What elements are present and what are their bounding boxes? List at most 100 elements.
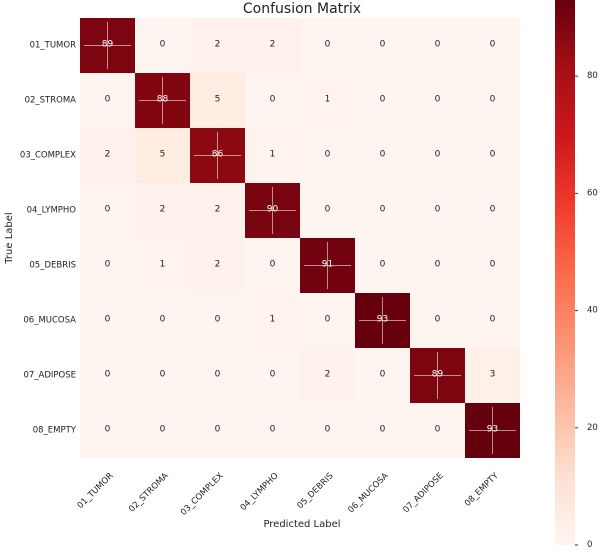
- colorbar-tick-label: 80: [587, 71, 598, 81]
- heatmap-cell: [80, 293, 135, 348]
- cell-value-label: 0: [105, 425, 111, 435]
- heatmap-cell: [410, 18, 465, 73]
- heatmap-cell: [135, 403, 190, 458]
- heatmap-cell: [465, 18, 520, 73]
- heatmap-cell: [245, 18, 300, 73]
- heatmap-cell: [135, 293, 190, 348]
- cell-value-label: 0: [435, 205, 441, 215]
- cell-value-label: 3: [490, 370, 496, 380]
- heatmap-cell: [245, 348, 300, 403]
- colorbar-tick-label: 20: [587, 423, 598, 433]
- cell-value-label: 0: [215, 425, 221, 435]
- y-tick-label: 07_ADIPOSE: [23, 371, 76, 381]
- cell-value-label: 0: [435, 315, 441, 325]
- heatmap-cell: [410, 183, 465, 238]
- heatmap-cell: [190, 73, 245, 128]
- cell-value-label: 0: [380, 150, 386, 160]
- cell-value-label: 0: [105, 205, 111, 215]
- cell-value-label: 0: [380, 95, 386, 105]
- cell-value-label: 0: [380, 425, 386, 435]
- heatmap-cell: [355, 238, 410, 293]
- x-tick-label: 04_LYMPHO: [239, 471, 281, 513]
- heatmap-cell: [410, 128, 465, 183]
- heatmap-cell: [245, 128, 300, 183]
- heatmap-cell: [80, 73, 135, 128]
- cell-value-label: 2: [160, 205, 166, 215]
- x-tick-label: 06_MUCOSA: [346, 471, 390, 515]
- heatmap-cell: [410, 238, 465, 293]
- y-tick-label: 06_MUCOSA: [23, 316, 76, 326]
- cell-value-label: 0: [380, 40, 386, 50]
- cell-value-label: 0: [270, 425, 276, 435]
- cell-value-label: 0: [325, 150, 331, 160]
- cell-value-label: 0: [325, 205, 331, 215]
- cell-value-label: 0: [490, 40, 496, 50]
- cell-value-label: 0: [325, 40, 331, 50]
- cell-value-label: 0: [160, 315, 166, 325]
- cell-value-label: 0: [490, 150, 496, 160]
- cell-value-label: 0: [325, 315, 331, 325]
- cell-value-label: 1: [160, 260, 166, 270]
- colorbar-ticks: 0 20 40 60 80: [575, 71, 598, 550]
- cell-value-label: 86: [212, 150, 224, 160]
- y-tick-label: 03_COMPLEX: [20, 151, 76, 161]
- cell-value-label: 0: [325, 425, 331, 435]
- heatmap-cell: [410, 293, 465, 348]
- cell-value-label: 0: [435, 40, 441, 50]
- cell-value-label: 0: [490, 95, 496, 105]
- heatmap-cell: [465, 293, 520, 348]
- cell-value-label: 0: [160, 40, 166, 50]
- heatmap-cell: [190, 18, 245, 73]
- x-tick-label: 03_COMPLEX: [179, 471, 226, 518]
- cell-value-label: 0: [105, 315, 111, 325]
- cell-value-label: 93: [487, 425, 498, 435]
- x-tick-label: 08_EMPTY: [463, 470, 501, 508]
- heatmap-cells: 89 0 2 2 0 0 0 0 0 88 5 0 1 0 0 0 2 5 86 1 0 0 0 0 0 2 2 90 0 0 0 0 0 1 2 0…: [80, 18, 520, 458]
- heatmap-cell: [465, 348, 520, 403]
- heatmap-cell: [245, 293, 300, 348]
- cell-value-label: 0: [215, 315, 221, 325]
- cell-value-label: 0: [490, 315, 496, 325]
- colorbar: [555, 0, 575, 545]
- cell-value-label: 0: [435, 150, 441, 160]
- heatmap-cell: [355, 128, 410, 183]
- heatmap-cell: [135, 348, 190, 403]
- cell-value-label: 90: [267, 205, 279, 215]
- heatmap-cell: [135, 18, 190, 73]
- cell-value-label: 88: [157, 95, 169, 105]
- cell-value-label: 0: [105, 95, 111, 105]
- cell-value-label: 0: [105, 370, 111, 380]
- cell-value-label: 2: [215, 40, 221, 50]
- cell-value-label: 1: [270, 315, 276, 325]
- heatmap-cell: [355, 73, 410, 128]
- heatmap-cell: [80, 238, 135, 293]
- heatmap-cell: [190, 183, 245, 238]
- x-tick-label: 02_STROMA: [127, 471, 171, 515]
- heatmap-cell: [355, 348, 410, 403]
- heatmap-cell: [355, 183, 410, 238]
- heatmap-cell: [245, 238, 300, 293]
- x-axis-label: Predicted Label: [263, 519, 340, 530]
- heatmap-cell: [190, 348, 245, 403]
- heatmap-cell: [80, 403, 135, 458]
- heatmap-cell: [300, 348, 355, 403]
- colorbar-tick-label: 40: [587, 306, 598, 316]
- cell-value-label: 0: [380, 205, 386, 215]
- chart-title: Confusion Matrix: [243, 1, 361, 17]
- heatmap-cell: [135, 183, 190, 238]
- cell-value-label: 91: [322, 260, 333, 270]
- cell-value-label: 2: [105, 150, 111, 160]
- cell-value-label: 1: [325, 95, 331, 105]
- heatmap-cell: [355, 18, 410, 73]
- cell-value-label: 89: [102, 40, 114, 50]
- heatmap-cell: [300, 293, 355, 348]
- heatmap-cell: [80, 348, 135, 403]
- heatmap-cell: [135, 128, 190, 183]
- cell-value-label: 89: [432, 370, 444, 380]
- cell-value-label: 2: [215, 260, 221, 270]
- colorbar-tick-label: 60: [587, 188, 598, 198]
- cell-value-label: 93: [377, 315, 388, 325]
- y-tick-label: 08_EMPTY: [33, 426, 77, 436]
- cell-value-label: 2: [270, 40, 276, 50]
- heatmap-cell: [465, 73, 520, 128]
